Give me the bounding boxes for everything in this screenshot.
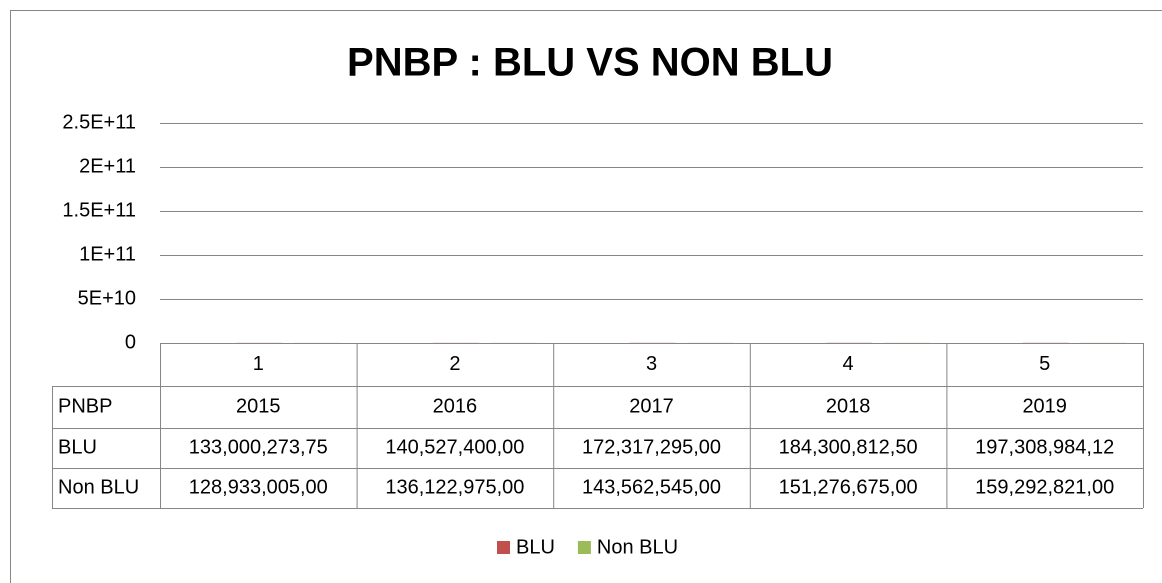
y-tick-label: 1E+11 xyxy=(79,243,136,265)
table-value: 140,527,400,00 xyxy=(385,436,524,458)
table-year: 2016 xyxy=(433,395,478,417)
table-row-header: BLU xyxy=(58,436,97,458)
x-tick-label: 4 xyxy=(843,353,854,375)
y-tick-label: 1.5E+11 xyxy=(62,199,136,221)
table-year: 2019 xyxy=(1022,395,1067,417)
y-tick-label: 2.5E+11 xyxy=(62,111,136,133)
table-year: 2018 xyxy=(826,395,871,417)
table-row-header: PNBP xyxy=(58,395,112,417)
table-value: 143,562,545,00 xyxy=(582,476,721,498)
table-value: 133,000,273,75 xyxy=(189,436,328,458)
legend-swatch xyxy=(577,541,591,554)
x-tick-label: 3 xyxy=(646,353,657,375)
chart-border xyxy=(10,10,1162,583)
x-tick-label: 5 xyxy=(1039,353,1050,375)
table-value: 197,308,984,12 xyxy=(975,436,1114,458)
legend-label: Non BLU xyxy=(597,536,678,558)
table-value: 184,300,812,50 xyxy=(779,436,918,458)
chart-title: PNBP : BLU VS NON BLU xyxy=(347,41,833,85)
legend-label: BLU xyxy=(516,536,555,558)
table-value: 128,933,005,00 xyxy=(189,476,328,498)
y-tick-label: 5E+10 xyxy=(78,287,136,309)
table-year: 2017 xyxy=(629,395,674,417)
table-row-header: Non BLU xyxy=(58,476,139,498)
y-tick-label: 2E+11 xyxy=(79,155,136,177)
x-tick-label: 2 xyxy=(449,353,460,375)
legend-swatch xyxy=(497,541,510,554)
table-year: 2015 xyxy=(236,395,281,417)
y-tick-label: 0 xyxy=(125,331,136,353)
table-value: 151,276,675,00 xyxy=(779,476,918,498)
table-value: 159,292,821,00 xyxy=(975,476,1114,498)
x-tick-label: 1 xyxy=(253,353,264,375)
table-value: 172,317,295,00 xyxy=(582,436,721,458)
table-value: 136,122,975,00 xyxy=(385,476,524,498)
